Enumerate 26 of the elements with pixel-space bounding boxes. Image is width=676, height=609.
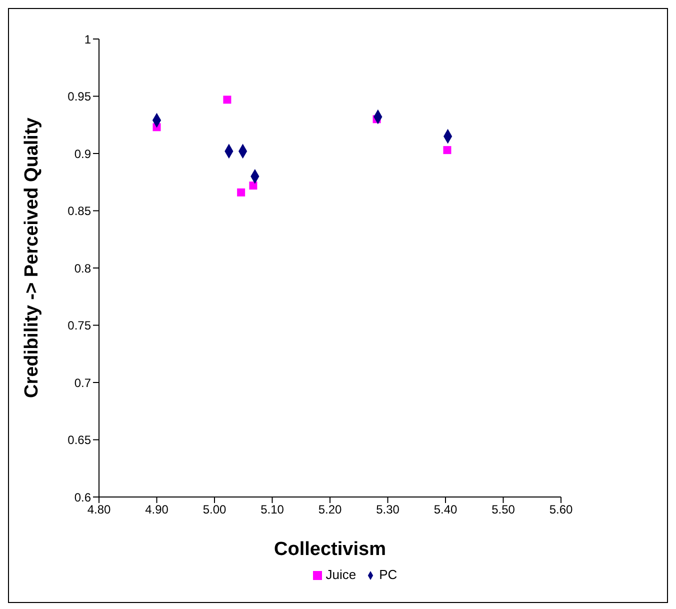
- x-tick-label: 5.30: [376, 502, 400, 517]
- x-tick-label: 5.60: [549, 502, 573, 517]
- x-tick-label: 4.80: [87, 502, 111, 517]
- point: [237, 188, 246, 196]
- y-tick-label: 0.95: [68, 90, 92, 104]
- x-tick-label: 5.20: [318, 502, 342, 517]
- x-tick-label: 5.40: [434, 502, 458, 517]
- y-tick-label: 0.7: [74, 376, 92, 390]
- legend-label: PC: [379, 567, 398, 582]
- x-axis-title: Collectivism: [274, 539, 386, 560]
- y-tick-label: 0.8: [74, 261, 92, 276]
- y-tick-label: 0.85: [68, 204, 92, 218]
- y-tick-label: 0.6: [74, 490, 92, 504]
- x-tick-label: 5.00: [202, 502, 226, 517]
- legend-label: Juice: [326, 567, 356, 582]
- y-tick-label: 0.65: [68, 433, 92, 448]
- x-tick-label: 5.50: [492, 502, 516, 517]
- point: [249, 182, 258, 190]
- y-tick-label: 0.75: [68, 318, 92, 333]
- point: [443, 146, 452, 154]
- point: [223, 96, 232, 104]
- x-tick-label: 5.10: [260, 502, 284, 517]
- x-tick-label: 4.90: [145, 502, 169, 517]
- y-tick-label: 1: [84, 32, 92, 46]
- y-axis-title: Credibility -> Perceived Quality: [22, 117, 43, 398]
- y-tick-label: 0.9: [74, 146, 92, 161]
